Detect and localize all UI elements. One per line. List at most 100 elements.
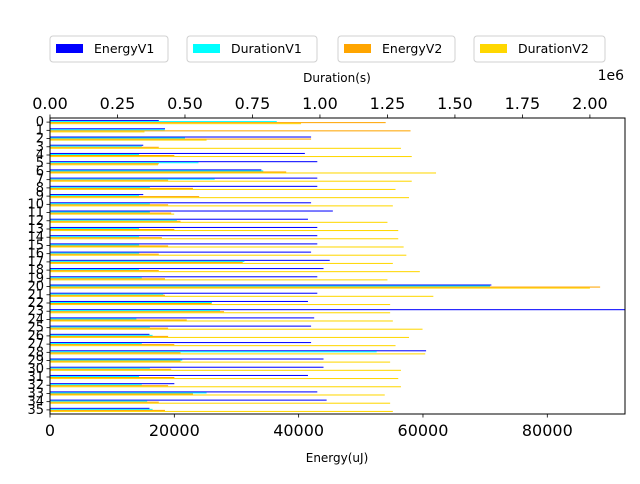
bottom-tick-label-1: 20000 (149, 421, 200, 440)
legend: EnergyV1 DurationV1 EnergyV2 DurationV2 (49, 35, 606, 63)
y-tick-label-0: 0 (36, 115, 44, 130)
top-tick-label-8: 2.00 (572, 94, 608, 113)
bar-energyv2-31 (50, 377, 175, 379)
bar-energyv1-23 (50, 309, 625, 311)
bar-durationv1-29 (50, 359, 183, 361)
bar-durationv1-1 (50, 129, 165, 131)
bar-energyv2-35 (50, 409, 165, 411)
bar-durationv2-16 (50, 254, 407, 256)
bar-durationv2-15 (50, 246, 404, 248)
bar-durationv1-34 (50, 400, 148, 402)
bar-durationv1-30 (50, 367, 150, 369)
top-axis-scale-label: 1e6 (598, 68, 625, 84)
ticks-layer: 0123456789101112131415161718192021222324… (27, 94, 607, 440)
bar-energyv2-32 (50, 385, 169, 387)
bar-durationv2-7 (50, 180, 412, 182)
legend-box-durationv2 (473, 35, 606, 63)
bar-energyv2-0 (50, 122, 386, 124)
y-tick-label-32: 32 (27, 378, 44, 393)
y-tick-label-5: 5 (36, 156, 44, 171)
bar-durationv1-35 (50, 408, 153, 410)
bar-energyv1-20 (50, 284, 492, 286)
bar-energyv1-17 (50, 259, 330, 261)
y-tick-label-9: 9 (36, 189, 44, 204)
bar-durationv2-9 (50, 197, 410, 199)
y-tick-label-28: 28 (27, 345, 44, 360)
bar-energyv2-13 (50, 229, 175, 231)
legend-label-durationv1: DurationV1 (231, 41, 302, 56)
bar-durationv1-17 (50, 260, 245, 262)
bar-energyv1-4 (50, 152, 305, 154)
bar-energyv1-6 (50, 169, 262, 171)
y-tick-label-3: 3 (36, 140, 44, 155)
bar-energyv1-30 (50, 366, 324, 368)
bar-energyv1-9 (50, 194, 144, 196)
bar-energyv2-33 (50, 393, 193, 395)
bar-durationv2-19 (50, 279, 388, 281)
bar-energyv2-5 (50, 163, 159, 165)
bar-durationv1-16 (50, 252, 140, 254)
bar-energyv2-16 (50, 253, 159, 255)
bar-durationv1-14 (50, 236, 140, 238)
bar-energyv1-16 (50, 251, 312, 253)
bar-energyv2-2 (50, 138, 312, 140)
bar-energyv2-19 (50, 278, 165, 280)
y-tick-label-7: 7 (36, 173, 44, 188)
bar-energyv2-10 (50, 204, 169, 206)
bar-energyv2-3 (50, 146, 159, 148)
bar-durationv2-3 (50, 147, 401, 149)
bar-energyv1-19 (50, 276, 318, 278)
bar-durationv1-7 (50, 178, 215, 180)
bar-energyv1-29 (50, 358, 324, 360)
bar-durationv2-0 (50, 123, 302, 125)
bar-durationv1-22 (50, 301, 212, 303)
bar-durationv1-15 (50, 244, 140, 246)
y-tick-label-1: 1 (36, 123, 44, 138)
bar-energyv2-27 (50, 344, 175, 346)
bar-durationv2-21 (50, 295, 434, 297)
bar-durationv2-25 (50, 328, 423, 330)
y-tick-label-14: 14 (27, 230, 44, 245)
bar-energyv1-8 (50, 185, 318, 187)
bar-energyv2-7 (50, 179, 169, 181)
bar-durationv1-19 (50, 277, 142, 279)
bar-durationv1-0 (50, 121, 277, 123)
y-tick-label-18: 18 (27, 263, 44, 278)
bottom-tick-label-3: 60000 (398, 421, 449, 440)
bar-energyv1-34 (50, 399, 327, 401)
top-tick-label-1: 0.25 (100, 94, 136, 113)
y-tick-label-19: 19 (27, 271, 44, 286)
bar-durationv2-17 (50, 262, 393, 264)
bar-durationv1-3 (50, 145, 142, 147)
bottom-tick-label-2: 40000 (273, 421, 324, 440)
bar-durationv1-6 (50, 170, 264, 172)
y-tick-label-10: 10 (27, 197, 44, 212)
bar-durationv2-29 (50, 361, 391, 363)
bar-energyv1-35 (50, 407, 150, 409)
bar-durationv2-30 (50, 369, 401, 371)
legend-label-energyv2: EnergyV2 (382, 41, 442, 56)
bar-durationv1-2 (50, 137, 185, 139)
bar-durationv2-13 (50, 230, 399, 232)
bar-durationv1-11 (50, 211, 150, 213)
bar-energyv2-28 (50, 352, 181, 354)
bar-durationv2-20 (50, 287, 590, 289)
y-tick-label-17: 17 (27, 255, 44, 270)
y-tick-label-12: 12 (27, 214, 44, 229)
bar-energyv2-26 (50, 335, 169, 337)
bars-layer (50, 120, 625, 412)
y-tick-label-30: 30 (27, 362, 44, 377)
bar-durationv1-13 (50, 227, 140, 229)
bar-energyv2-20 (50, 286, 601, 288)
bar-durationv2-31 (50, 378, 399, 380)
bar-energyv2-18 (50, 270, 159, 272)
y-tick-label-26: 26 (27, 329, 44, 344)
y-tick-label-29: 29 (27, 354, 44, 369)
y-tick-label-21: 21 (27, 288, 44, 303)
bar-durationv2-10 (50, 205, 393, 207)
bar-energyv1-32 (50, 383, 175, 385)
bar-energyv2-6 (50, 171, 287, 173)
bar-energyv2-9 (50, 196, 200, 198)
bar-durationv1-5 (50, 162, 199, 164)
bar-durationv1-28 (50, 351, 377, 353)
